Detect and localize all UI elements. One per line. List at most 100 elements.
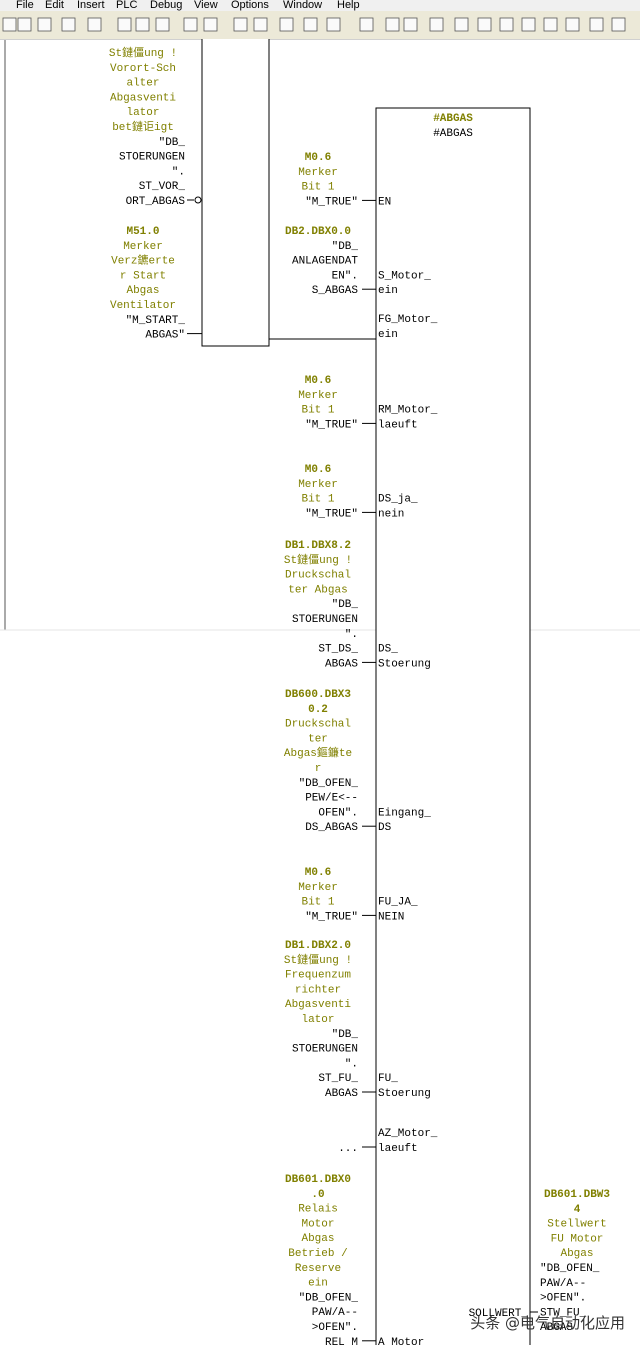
symbol: ...: [338, 1143, 358, 1155]
pin: FU_JA_: [378, 897, 418, 909]
comment: Abgas: [560, 1248, 593, 1260]
symbol: >OFEN".: [540, 1293, 586, 1305]
comment: Abgas: [301, 1233, 334, 1245]
address: DB1.DBX8.2: [285, 540, 351, 552]
toolbar-button[interactable]: [253, 17, 268, 32]
address: 0.2: [308, 704, 328, 716]
symbol: OFEN".: [318, 807, 358, 819]
toolbar-button[interactable]: [17, 17, 32, 32]
comment: bet鏈讵igt: [112, 119, 174, 134]
toolbar-button[interactable]: [385, 17, 400, 32]
symbol: ANLAGENDAT: [292, 256, 358, 268]
toolbar-button[interactable]: [203, 17, 218, 32]
pin: SOLLWERT_: [469, 1308, 529, 1320]
toolbar-button[interactable]: [565, 17, 580, 32]
toolbar-button[interactable]: [279, 17, 294, 32]
comment: Merker: [298, 479, 338, 491]
toolbar-button[interactable]: [233, 17, 248, 32]
menu-item[interactable]: Edit: [45, 0, 64, 11]
toolbar-button[interactable]: [61, 17, 76, 32]
negation: [194, 196, 202, 204]
comment: Motor: [301, 1218, 334, 1230]
comment: Verz鑣erte: [111, 253, 175, 268]
symbol: "DB_: [332, 599, 359, 611]
symbol: >OFEN".: [312, 1322, 358, 1334]
toolbar-button[interactable]: [359, 17, 374, 32]
menu-item[interactable]: View: [194, 0, 218, 11]
symbol: "M_TRUE": [305, 196, 358, 208]
menu-item[interactable]: Debug: [150, 0, 182, 11]
symbol: PAW/A--: [540, 1278, 586, 1290]
symbol: EN".: [332, 270, 358, 282]
toolbar-button[interactable]: [87, 17, 102, 32]
comment: ein: [308, 1278, 328, 1290]
symbol: STW_FU_: [540, 1307, 587, 1319]
toolbar-button[interactable]: [135, 17, 150, 32]
fb-block: [375, 107, 531, 1345]
menu-item[interactable]: PLC: [116, 0, 137, 11]
pin: A_Motor_: [378, 1337, 431, 1345]
toolbar-button[interactable]: [2, 17, 17, 32]
toolbar-button[interactable]: [326, 17, 341, 32]
comment: FU Motor: [551, 1233, 604, 1245]
fb-name: #ABGAS: [433, 128, 473, 140]
comment: Bit 1: [301, 405, 334, 417]
menu-item[interactable]: Options: [231, 0, 269, 11]
left-block: [201, 29, 270, 347]
toolbar-button[interactable]: [499, 17, 514, 32]
symbol: REL_M: [325, 1337, 358, 1345]
address: 4: [574, 1204, 581, 1216]
symbol: STOERUNGEN: [292, 614, 358, 626]
address: M51.0: [126, 226, 159, 238]
comment: Bit 1: [301, 182, 334, 194]
toolbar-button[interactable]: [521, 17, 536, 32]
symbol: PEW/E<--: [305, 793, 358, 805]
comment: Druckschal: [285, 719, 351, 731]
symbol: ABGAS: [325, 1088, 358, 1100]
address: M0.6: [305, 464, 331, 476]
toolbar-button[interactable]: [477, 17, 492, 32]
menu-item[interactable]: Help: [337, 0, 360, 11]
menu-item[interactable]: Insert: [77, 0, 105, 11]
address: .0: [311, 1189, 324, 1201]
toolbar-button[interactable]: [543, 17, 558, 32]
toolbar-button[interactable]: [155, 17, 170, 32]
toolbar-button[interactable]: [429, 17, 444, 32]
toolbar-button[interactable]: [611, 17, 626, 32]
pin: RM_Motor_: [378, 405, 438, 417]
watermark: 头条 @电气自动化应用: [470, 1314, 625, 1332]
toolbar-button[interactable]: [117, 17, 132, 32]
address: M0.6: [305, 867, 331, 879]
toolbar-button[interactable]: [589, 17, 604, 32]
symbol: S_ABGAS: [312, 285, 359, 297]
symbol: ABGAS": [145, 330, 185, 342]
symbol: ST_FU_: [318, 1073, 358, 1085]
comment: ter Abgas: [288, 584, 347, 596]
menu-item[interactable]: File: [16, 0, 34, 11]
pin: S_Motor_: [378, 270, 431, 282]
comment: Relais: [298, 1204, 338, 1216]
address: DB601.DBX0: [285, 1174, 351, 1186]
comment: Merker: [298, 167, 338, 179]
symbol: PAW/A--: [312, 1307, 358, 1319]
pin: AZ_Motor_: [378, 1128, 438, 1140]
comment: Abgas鏂鐮te: [284, 745, 352, 760]
comment: St鏈僵ung !: [109, 45, 177, 60]
comment: Abgasventi: [110, 92, 176, 104]
symbol: ABGAS: [325, 658, 358, 670]
address: M0.6: [305, 152, 331, 164]
toolbar-button[interactable]: [37, 17, 52, 32]
toolbar-button[interactable]: [454, 17, 469, 32]
comment: Vorort-Sch: [110, 63, 176, 75]
toolbar-button[interactable]: [183, 17, 198, 32]
pin: nein: [378, 508, 404, 520]
address: DB2.DBX0.0: [285, 226, 351, 238]
symbol: ".: [172, 166, 185, 178]
symbol: "M_TRUE": [305, 508, 358, 520]
toolbar-button[interactable]: [403, 17, 418, 32]
toolbar-button[interactable]: [303, 17, 318, 32]
pin: laeuft: [378, 1143, 418, 1155]
comment: Frequenzum: [285, 970, 351, 982]
menu-item[interactable]: Window: [283, 0, 322, 11]
